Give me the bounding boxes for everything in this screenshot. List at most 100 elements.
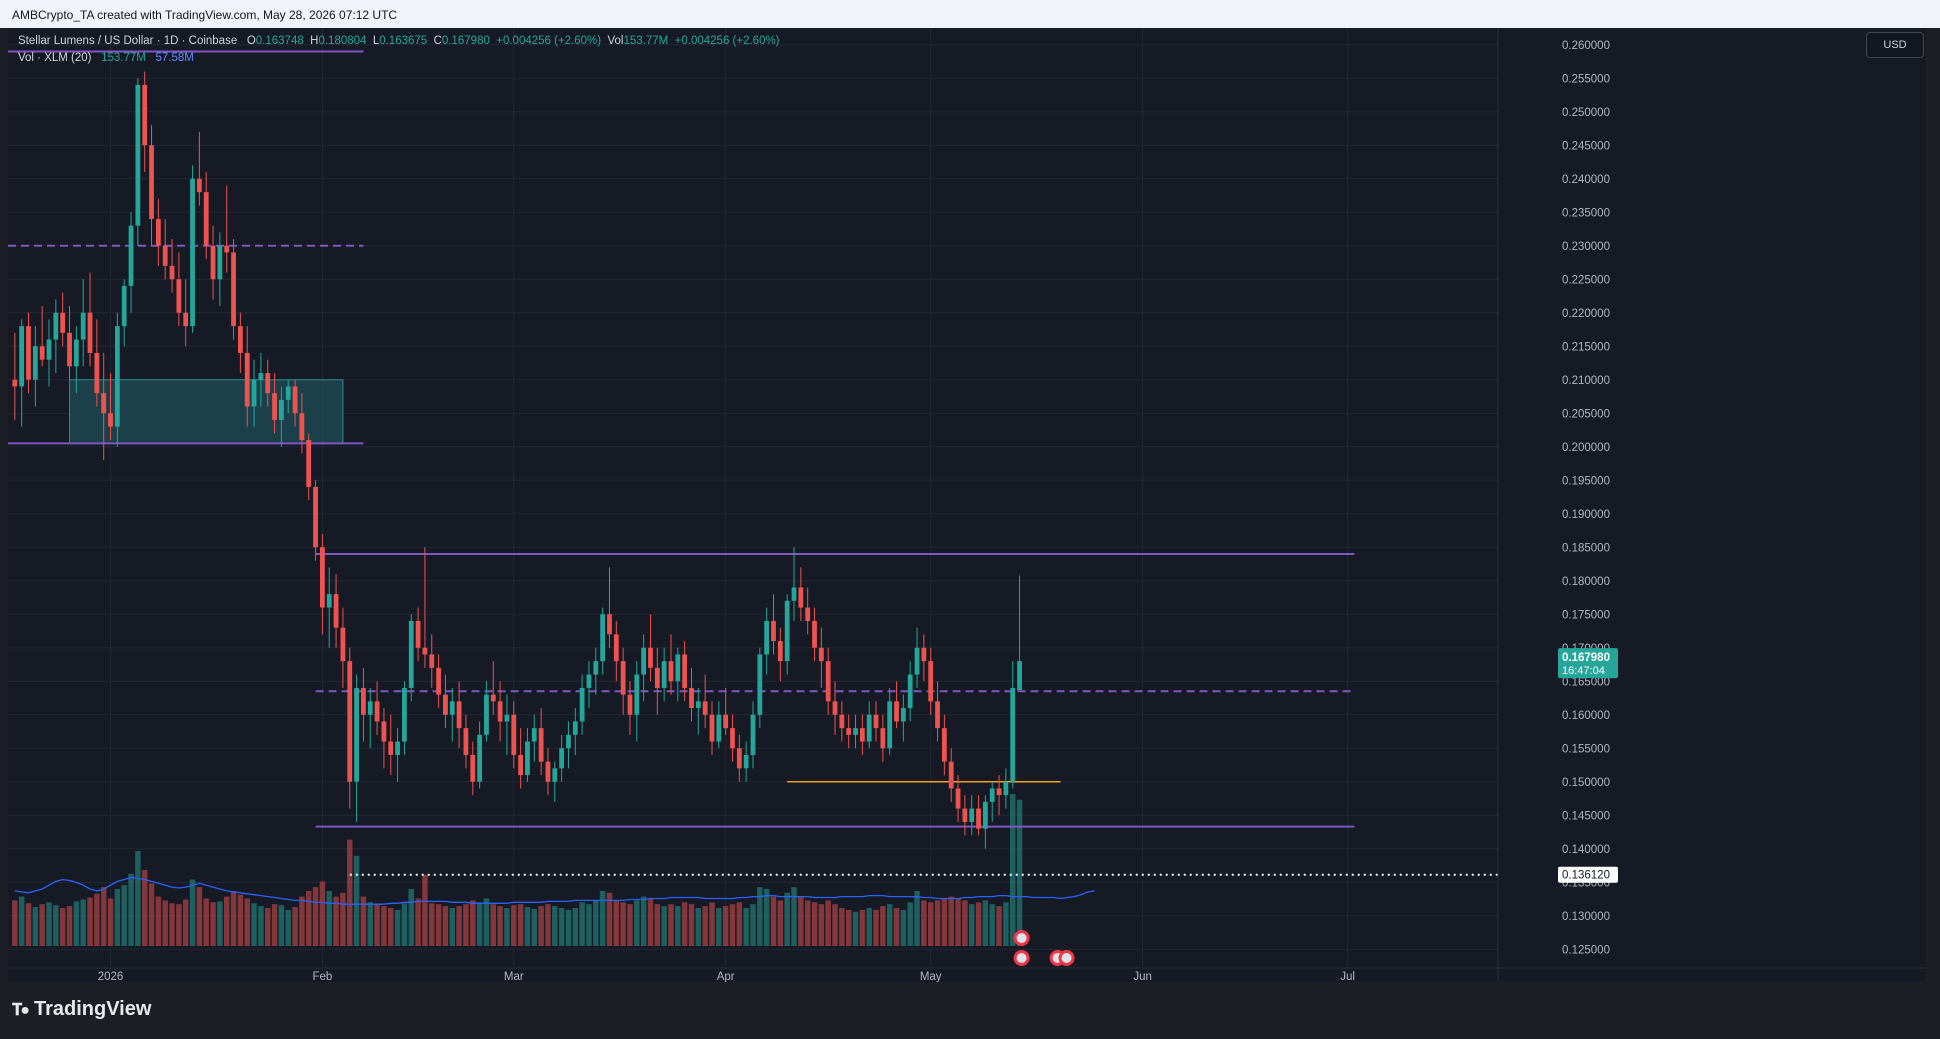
candle-body xyxy=(367,701,373,715)
volume-bar xyxy=(456,906,462,946)
volume-bar xyxy=(87,897,93,946)
x-tick-label: Mar xyxy=(504,971,524,982)
volume-bar xyxy=(135,851,141,946)
volume-bar xyxy=(94,893,100,946)
level-lines xyxy=(8,50,1498,876)
candle-body xyxy=(60,312,66,333)
candle-body xyxy=(839,714,845,729)
candle-body xyxy=(361,687,366,715)
volume-bar xyxy=(586,904,592,946)
high-value: 0.180804 xyxy=(318,35,367,47)
volume-bar xyxy=(312,887,319,946)
volume-bar xyxy=(39,904,45,946)
candle-body xyxy=(354,687,359,782)
volume-bar xyxy=(968,904,975,946)
volume-bar xyxy=(210,902,216,946)
candle-body xyxy=(135,84,141,226)
volume-bar xyxy=(722,906,729,946)
candle-body xyxy=(237,326,243,353)
volume-bar xyxy=(32,907,39,946)
candle-body xyxy=(477,734,482,782)
volume-bar xyxy=(217,901,223,946)
volume-bar xyxy=(463,904,469,946)
volume-indicator-value: 153.77M xyxy=(101,52,146,64)
candle-body xyxy=(381,721,387,742)
candle-body xyxy=(279,399,284,420)
volume-bar xyxy=(511,905,517,946)
price-chart[interactable]: 0.260000 0.255000 0.250000 0.245000 0.240000… xyxy=(8,28,1926,982)
candle-body xyxy=(251,379,257,407)
candle-body xyxy=(531,728,537,742)
price-tag-value: 0.167980 xyxy=(1562,652,1610,664)
candle-body xyxy=(470,754,476,782)
candle-body xyxy=(695,701,701,709)
volume-bar xyxy=(73,901,80,946)
y-tick-label: 0.165000 xyxy=(1562,676,1610,688)
volume-bar xyxy=(504,908,510,946)
candle-body xyxy=(873,714,879,729)
candle-body xyxy=(627,694,633,715)
candle-body xyxy=(32,346,38,380)
volume-legend: Vol · XLM (20) 153.77M 57.58M xyxy=(18,52,194,64)
candle-body xyxy=(859,728,865,742)
candle-body xyxy=(340,627,346,662)
price-axis-bg xyxy=(1498,28,1926,982)
y-tick-label: 0.195000 xyxy=(1562,475,1610,487)
currency-button[interactable]: USD xyxy=(1866,32,1924,58)
price-tag xyxy=(1558,648,1618,679)
candle-body xyxy=(511,714,517,755)
volume-bar xyxy=(162,900,168,946)
candle-body xyxy=(149,145,154,219)
volume-bar xyxy=(845,909,852,946)
volume-bar xyxy=(333,896,339,946)
candle-body xyxy=(39,346,45,360)
volume-bar xyxy=(695,908,702,946)
candle-body xyxy=(490,694,496,702)
y-tick-label: 0.145000 xyxy=(1562,810,1610,822)
volume-bar xyxy=(702,906,708,946)
volume-bar xyxy=(141,870,148,946)
candle-body xyxy=(538,728,544,762)
candle-body xyxy=(114,326,120,427)
volume-bar xyxy=(408,889,414,946)
credit-bar: AMBCrypto_TA created with TradingView.co… xyxy=(0,0,1940,28)
y-tick-label: 0.125000 xyxy=(1562,944,1610,956)
volume-bar xyxy=(121,885,127,946)
candle-body xyxy=(552,768,558,782)
volume-bar xyxy=(340,892,346,946)
candle-body xyxy=(880,728,886,749)
chart-area[interactable]: 0.260000 0.255000 0.250000 0.245000 0.240000… xyxy=(8,28,1926,982)
volume-bar xyxy=(593,900,599,946)
credit-text: AMBCrypto_TA created with TradingView.co… xyxy=(12,8,398,22)
volume-bar xyxy=(182,899,189,946)
volume-bar xyxy=(620,902,626,946)
volume-bar xyxy=(798,896,804,946)
low-value: 0.163675 xyxy=(379,35,428,47)
candle-body xyxy=(525,741,530,776)
volume-bar xyxy=(1016,799,1023,946)
event-markers[interactable] xyxy=(1013,930,1075,966)
candle-body xyxy=(456,701,462,729)
volume-bar xyxy=(1009,794,1016,946)
candle-body xyxy=(518,754,524,776)
volume-bar xyxy=(757,887,763,946)
candle-body xyxy=(545,761,551,782)
y-tick-label: 0.255000 xyxy=(1562,73,1610,85)
y-tick-label: 0.160000 xyxy=(1562,710,1610,722)
volume-bar xyxy=(688,904,695,946)
volume-bar xyxy=(285,909,291,946)
candle-body xyxy=(26,326,31,380)
x-tick-label: Feb xyxy=(312,971,332,982)
candle-body xyxy=(320,547,325,608)
candle-body xyxy=(12,379,18,387)
volume-bar xyxy=(538,906,544,946)
volume-bar xyxy=(374,904,380,946)
candle-body xyxy=(306,440,312,487)
volume-bar xyxy=(982,900,989,946)
y-tick-label: 0.250000 xyxy=(1562,107,1610,119)
volume-bar xyxy=(729,904,736,946)
candle-body xyxy=(484,694,489,735)
volume-bar xyxy=(292,907,298,946)
y-tick-label: 0.200000 xyxy=(1562,442,1610,454)
candle-body xyxy=(429,654,435,668)
